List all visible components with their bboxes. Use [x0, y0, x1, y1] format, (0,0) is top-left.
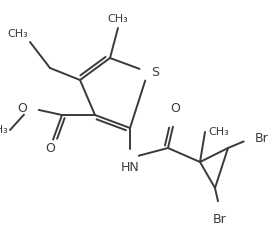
Text: O: O [17, 101, 27, 115]
Text: Br: Br [213, 213, 227, 226]
Text: HN: HN [121, 161, 139, 174]
Text: CH₃: CH₃ [108, 14, 128, 24]
Text: CH₃: CH₃ [0, 125, 8, 135]
Text: CH₃: CH₃ [208, 127, 229, 137]
Text: CH₃: CH₃ [7, 29, 28, 39]
Text: O: O [45, 142, 55, 155]
Text: O: O [170, 102, 180, 115]
Text: S: S [151, 66, 159, 79]
Text: Br: Br [255, 131, 269, 145]
